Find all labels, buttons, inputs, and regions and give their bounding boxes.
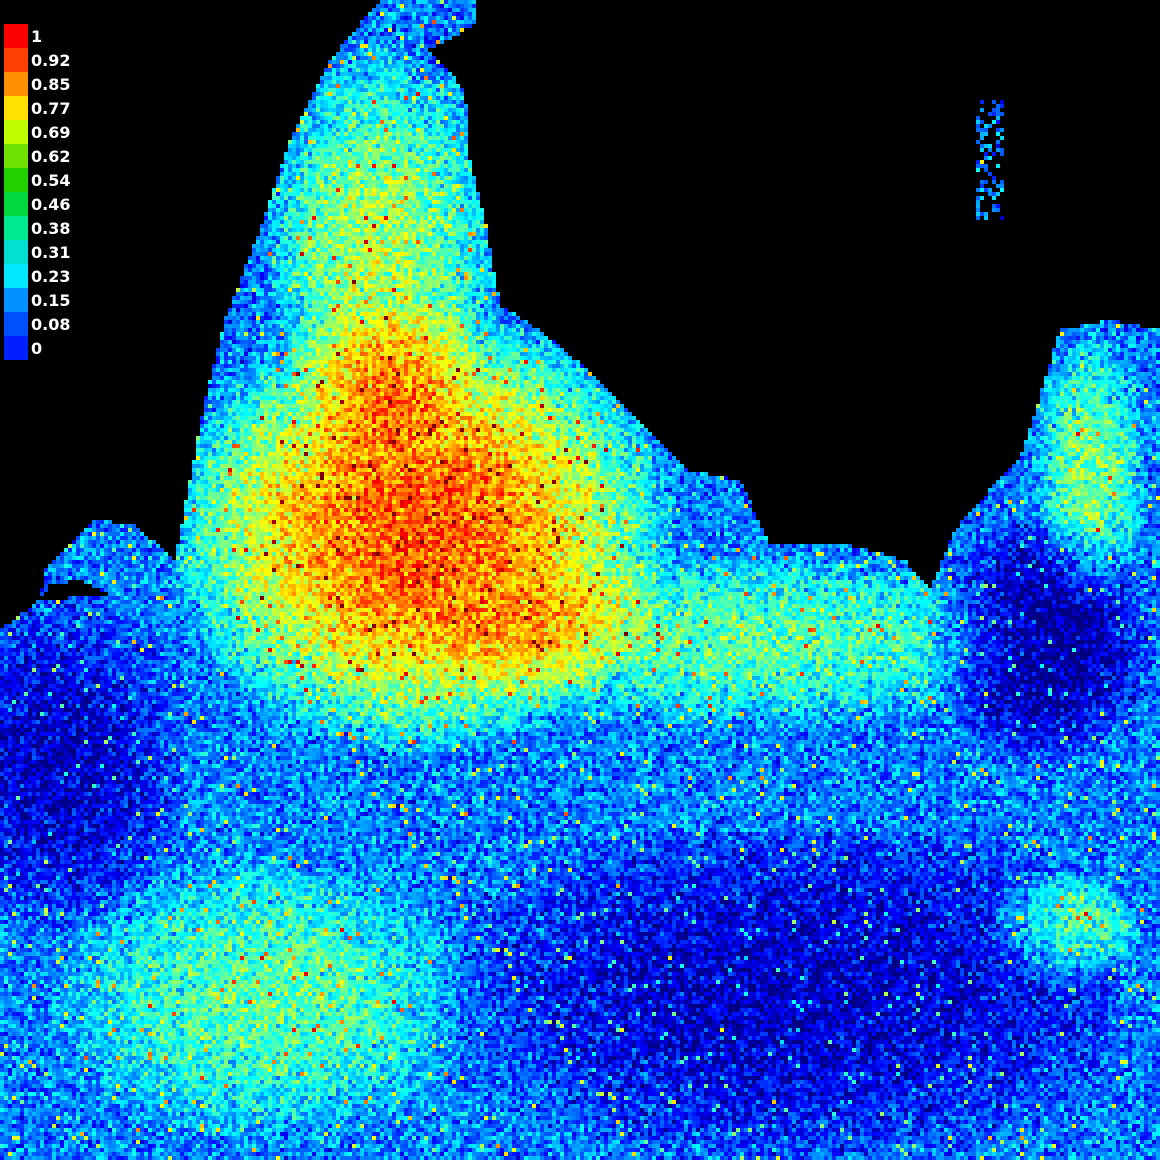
legend-item: 0.08	[4, 312, 84, 336]
legend-label: 0.92	[31, 51, 71, 70]
legend-item: 0.23	[4, 264, 84, 288]
legend-swatch	[4, 264, 28, 288]
legend-label: 1	[31, 27, 43, 46]
legend-label: 0.08	[31, 315, 71, 334]
legend-item: 0.92	[4, 48, 84, 72]
legend-label: 0.15	[31, 291, 71, 310]
legend-label: 0.69	[31, 123, 71, 142]
color-legend: 1 0.92 0.85 0.77 0.69 0.62 0.54 0.46 0.3…	[4, 24, 84, 360]
legend-label: 0.31	[31, 243, 71, 262]
legend-label: 0	[31, 339, 43, 358]
legend-label: 0.23	[31, 267, 71, 286]
legend-swatch	[4, 144, 28, 168]
legend-label: 0.85	[31, 75, 71, 94]
legend-label: 0.54	[31, 171, 71, 190]
legend-item: 0.31	[4, 240, 84, 264]
legend-item: 0.46	[4, 192, 84, 216]
legend-swatch	[4, 240, 28, 264]
legend-label: 0.38	[31, 219, 71, 238]
legend-item: 0.69	[4, 120, 84, 144]
legend-swatch	[4, 336, 28, 360]
legend-label: 0.46	[31, 195, 71, 214]
legend-swatch	[4, 96, 28, 120]
legend-swatch	[4, 216, 28, 240]
legend-item: 0.77	[4, 96, 84, 120]
legend-item: 1	[4, 24, 84, 48]
legend-swatch	[4, 24, 28, 48]
legend-item: 0.38	[4, 216, 84, 240]
legend-item: 0.15	[4, 288, 84, 312]
legend-item: 0.54	[4, 168, 84, 192]
legend-label: 0.77	[31, 99, 71, 118]
legend-swatch	[4, 48, 28, 72]
legend-item: 0.85	[4, 72, 84, 96]
legend-swatch	[4, 72, 28, 96]
legend-swatch	[4, 312, 28, 336]
legend-label: 0.62	[31, 147, 71, 166]
legend-swatch	[4, 192, 28, 216]
legend-item: 0	[4, 336, 84, 360]
legend-swatch	[4, 168, 28, 192]
legend-item: 0.62	[4, 144, 84, 168]
legend-swatch	[4, 120, 28, 144]
legend-swatch	[4, 288, 28, 312]
